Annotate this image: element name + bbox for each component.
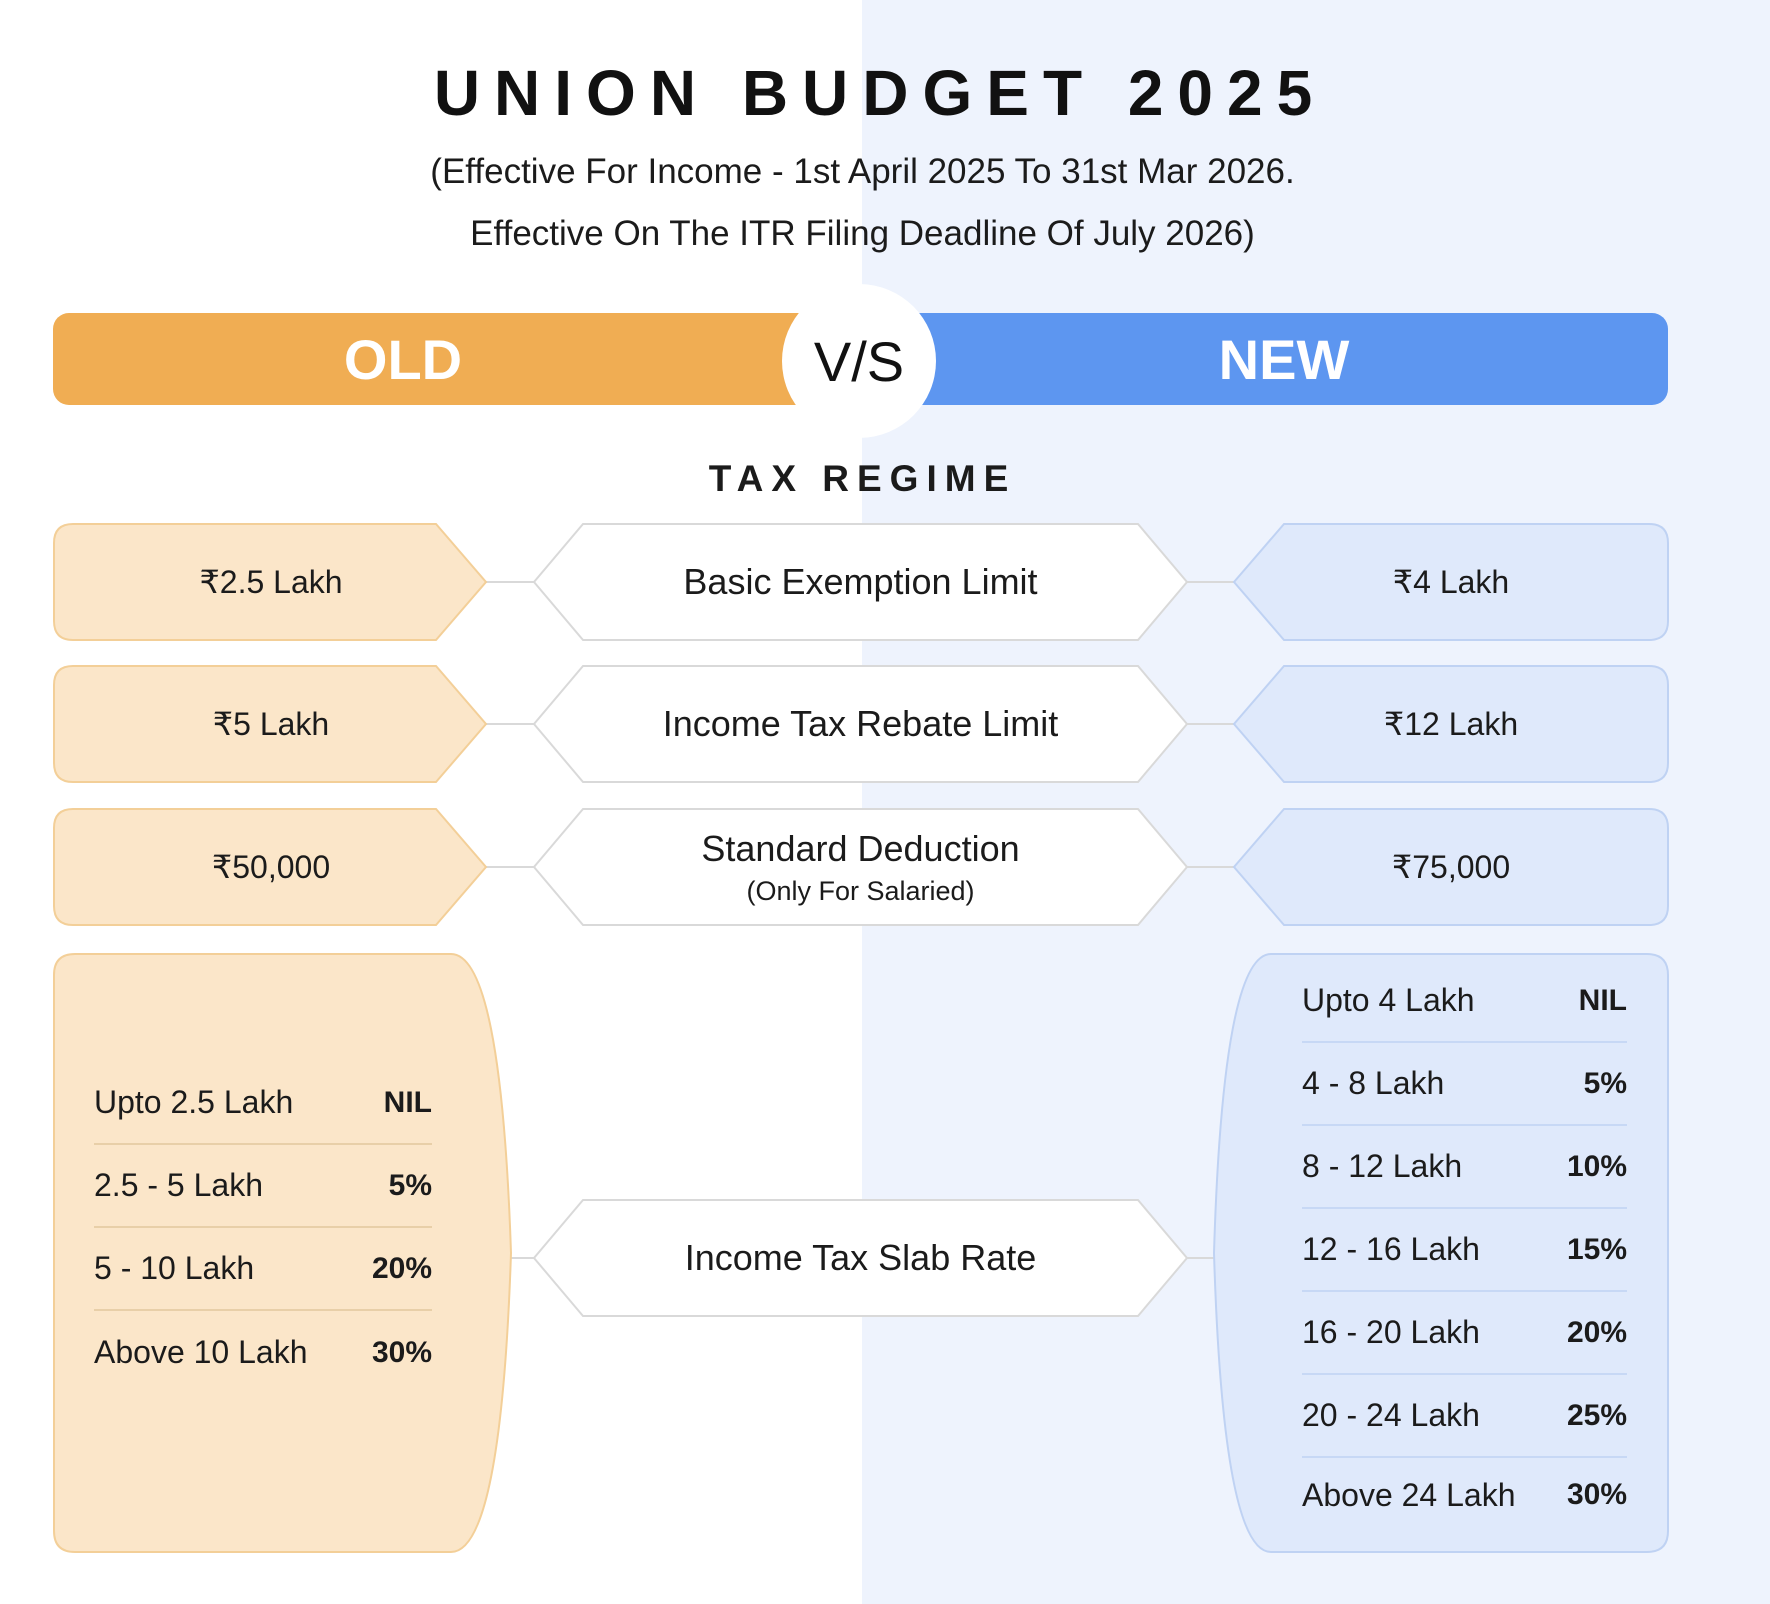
- label-shape: [532, 665, 1189, 783]
- basic-exemption-label: Basic Exemption Limit: [683, 561, 1038, 602]
- new-slab-table: Upto 4 Lakh NIL 4 - 8 Lakh 5% 8 - 12 Lakh 10%…: [1302, 960, 1627, 1532]
- old-slab-table: Upto 2.5 Lakh NIL 2.5 - 5 Lakh 5% 5 - 10 Lak…: [94, 1062, 432, 1394]
- connector-line: [1186, 1257, 1215, 1259]
- old-value-shape: [53, 523, 488, 641]
- slab-rate: 20%: [1566, 1315, 1627, 1349]
- slab-range: 8 - 12 Lakh: [1302, 1148, 1463, 1184]
- new-slab-shape: [1212, 953, 1669, 1553]
- slab-rate: 5%: [388, 1168, 432, 1202]
- connector-line: [486, 866, 536, 868]
- slab-range: Above 10 Lakh: [94, 1334, 308, 1370]
- label-shape: [532, 808, 1189, 926]
- rebate-limit-label-box: Income Tax Rebate Limit: [532, 665, 1189, 783]
- section-label: TAX REGIME: [708, 458, 1017, 499]
- slab-rate: 10%: [1566, 1149, 1627, 1183]
- new-slab-panel: [1212, 953, 1669, 1554]
- slab-rate: 25%: [1566, 1398, 1627, 1432]
- slab-rate-label-box: Income Tax Slab Rate: [532, 1199, 1189, 1317]
- slab-range: Above 24 Lakh: [1302, 1476, 1516, 1513]
- slab-range: 5 - 10 Lakh: [94, 1250, 255, 1286]
- slab-row: 4 - 8 Lakh 5%: [1302, 1043, 1627, 1126]
- new-value-shape: [1232, 523, 1669, 641]
- page-title: UNION BUDGET 2025: [433, 57, 1327, 129]
- old-value-shape: [53, 665, 488, 783]
- basic-exemption-label-box: Basic Exemption Limit: [532, 523, 1189, 641]
- new-standard-deduction-value: ₹75,000: [1391, 849, 1511, 885]
- connector-line: [1186, 866, 1236, 868]
- old-rebate-limit-value: ₹5 Lakh: [212, 706, 330, 742]
- slab-range: Upto 2.5 Lakh: [94, 1084, 294, 1120]
- slab-rate: 15%: [1566, 1232, 1627, 1266]
- connector-line: [509, 1257, 536, 1259]
- subtitle-line-1: (Effective For Income - 1st April 2025 T…: [430, 152, 1295, 191]
- slab-range: 20 - 24 Lakh: [1302, 1397, 1480, 1433]
- slab-rate: NIL: [383, 1085, 432, 1119]
- slab-range: Upto 4 Lakh: [1302, 982, 1475, 1018]
- old-value-shape: [53, 808, 488, 926]
- new-rebate-limit-value: ₹12 Lakh: [1383, 706, 1519, 742]
- slab-row: 5 - 10 Lakh 20%: [94, 1228, 432, 1311]
- slab-row: 12 - 16 Lakh 15%: [1302, 1209, 1627, 1292]
- old-regime-label: OLD: [343, 327, 463, 391]
- label-shape: [532, 523, 1189, 641]
- new-value-shape: [1232, 665, 1669, 783]
- slab-rate: 5%: [1583, 1066, 1627, 1100]
- versus-label: V/S: [813, 329, 905, 393]
- subtitle-line-2: Effective On The ITR Filing Deadline Of …: [470, 214, 1255, 253]
- slab-row: 2.5 - 5 Lakh 5%: [94, 1145, 432, 1228]
- slab-row: Above 10 Lakh 30%: [94, 1311, 432, 1394]
- old-regime-banner: OLD: [53, 313, 823, 405]
- slab-rate: 20%: [371, 1251, 432, 1285]
- standard-deduction-label: Standard Deduction: [701, 827, 1020, 869]
- new-standard-deduction-box: ₹75,000: [1232, 808, 1669, 926]
- new-value-shape: [1232, 808, 1669, 926]
- standard-deduction-label-box: Standard Deduction (Only For Salaried): [532, 808, 1189, 926]
- versus-badge: V/S: [782, 284, 936, 438]
- label-shape: [532, 1199, 1189, 1317]
- old-standard-deduction-box: ₹50,000: [53, 808, 489, 926]
- slab-row: 20 - 24 Lakh 25%: [1302, 1375, 1627, 1458]
- new-regime-banner: NEW: [900, 313, 1668, 405]
- new-basic-exemption-box: ₹4 Lakh: [1232, 523, 1669, 641]
- connector-line: [1186, 581, 1236, 583]
- connector-line: [486, 581, 536, 583]
- old-basic-exemption-box: ₹2.5 Lakh: [53, 523, 489, 641]
- connector-line: [486, 723, 536, 725]
- new-regime-label: NEW: [1218, 327, 1350, 391]
- standard-deduction-note: (Only For Salaried): [746, 875, 975, 906]
- slab-range: 2.5 - 5 Lakh: [94, 1167, 263, 1203]
- old-standard-deduction-value: ₹50,000: [211, 849, 331, 885]
- old-rebate-limit-box: ₹5 Lakh: [53, 665, 489, 783]
- slab-rate: 30%: [371, 1335, 432, 1369]
- slab-range: 16 - 20 Lakh: [1302, 1314, 1480, 1350]
- slab-row: Upto 2.5 Lakh NIL: [94, 1062, 432, 1145]
- slab-row: Upto 4 Lakh NIL: [1302, 960, 1627, 1043]
- slab-row: 8 - 12 Lakh 10%: [1302, 1126, 1627, 1209]
- connector-line: [1186, 723, 1236, 725]
- slab-rate: 30%: [1566, 1478, 1627, 1511]
- slab-rate-label: Income Tax Slab Rate: [684, 1237, 1037, 1278]
- slab-rate: NIL: [1578, 983, 1627, 1017]
- old-basic-exemption-value: ₹2.5 Lakh: [199, 564, 343, 600]
- old-slab-shape: [53, 953, 513, 1553]
- rebate-limit-label: Income Tax Rebate Limit: [662, 703, 1059, 744]
- slab-row: Above 24 Lakh 30%: [1302, 1458, 1627, 1532]
- new-basic-exemption-value: ₹4 Lakh: [1392, 564, 1510, 600]
- slab-range: 4 - 8 Lakh: [1302, 1065, 1445, 1101]
- slab-range: 12 - 16 Lakh: [1302, 1231, 1480, 1267]
- old-slab-panel: [53, 953, 513, 1554]
- new-rebate-limit-box: ₹12 Lakh: [1232, 665, 1669, 783]
- slab-row: 16 - 20 Lakh 20%: [1302, 1292, 1627, 1375]
